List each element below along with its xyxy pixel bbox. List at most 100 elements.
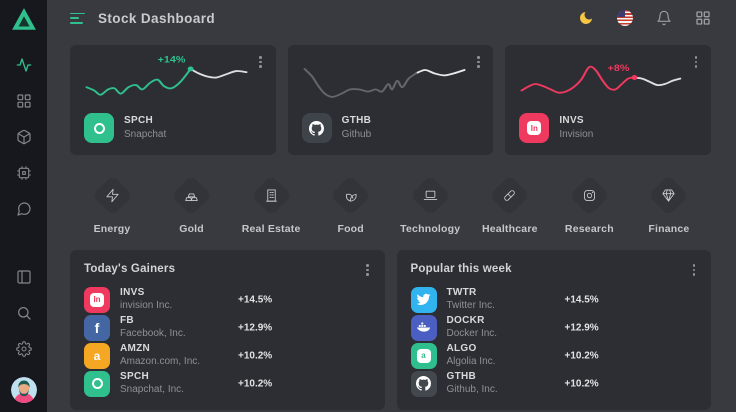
category-item-energy[interactable]: Energy (80, 174, 144, 235)
panel-title: Today's Gainers (84, 263, 176, 275)
user-avatar[interactable] (10, 377, 37, 403)
healthcare-icon (489, 174, 531, 217)
stock-company: invision Inc. (120, 300, 173, 311)
stock-ticker: AMZN (120, 342, 151, 354)
category-label: Finance (648, 223, 690, 235)
category-item-technology[interactable]: Technology (398, 174, 462, 235)
stock-ticker: INVS (120, 286, 145, 298)
sidebar-item-layout[interactable] (16, 269, 32, 285)
stock-logo-icon (410, 314, 437, 341)
sparkline-chart: +14% (85, 56, 248, 96)
category-label: Healthcare (481, 223, 538, 235)
stock-change: +12.9% (564, 322, 599, 333)
category-label: Research (564, 223, 614, 235)
real-estate-icon (250, 174, 292, 217)
stock-card[interactable]: GTHB Github (287, 45, 494, 155)
amazon-icon: a (93, 348, 101, 363)
sidebar-item-activity[interactable] (16, 57, 32, 73)
stock-card[interactable]: +14% SPCH Snapchat (70, 45, 276, 155)
snapchat-ring-icon (91, 378, 103, 389)
sidebar-item-settings[interactable] (15, 341, 32, 357)
finance-icon (648, 174, 690, 217)
brand-triangle-logo[interactable] (11, 7, 37, 31)
stock-list-item[interactable]: GTHB Github, Inc. +10.2% (410, 370, 698, 397)
stock-cards-row: +14% SPCH Snapchat GTHB Github +8% In IN… (70, 45, 712, 155)
stock-change: +10.2% (238, 378, 273, 389)
notifications-bell-icon[interactable] (656, 10, 672, 26)
stock-ticker: SPCH (124, 115, 153, 126)
stock-logo-icon (410, 286, 437, 313)
panels-row: Today's Gainers In INVS invision Inc. +1… (70, 250, 711, 410)
sidebar-item-devices[interactable] (16, 165, 32, 181)
search-icon (17, 307, 31, 320)
sparkline-chart (303, 68, 466, 98)
stock-logo-icon: In (519, 113, 550, 143)
category-item-real-estate[interactable]: Real Estate (239, 174, 303, 235)
stock-change: +10.2% (564, 350, 599, 361)
stock-company: Snapchat, Inc. (120, 384, 184, 395)
gear-icon (15, 341, 32, 357)
stock-logo-icon: f (84, 314, 110, 341)
sidebar-item-packages[interactable] (16, 129, 32, 145)
stock-company: Invision (559, 128, 594, 140)
language-flag-us-icon[interactable] (617, 10, 633, 26)
research-icon (568, 174, 610, 217)
category-item-research[interactable]: Research (557, 174, 621, 235)
menu-hamburger-icon[interactable] (70, 12, 85, 24)
stock-logo-icon: a (410, 342, 437, 369)
stock-change: +10.2% (564, 378, 599, 389)
page-title: Stock Dashboard (98, 10, 216, 26)
category-item-gold[interactable]: Gold (160, 174, 224, 235)
stock-ticker: SPCH (120, 370, 149, 382)
stock-logo-icon (84, 370, 110, 397)
sidebar-item-messages[interactable] (16, 201, 32, 217)
chip-icon (16, 166, 31, 180)
stock-company: Facebook, Inc. (120, 328, 186, 339)
stock-card[interactable]: +8% In INVS Invision (505, 45, 712, 155)
category-item-healthcare[interactable]: Healthcare (478, 174, 542, 235)
panel: Today's Gainers In INVS invision Inc. +1… (70, 250, 385, 410)
category-item-finance[interactable]: Finance (637, 174, 701, 235)
sidebar-item-dashboard[interactable] (16, 93, 32, 109)
category-row: Energy Gold Real Estate Food Technology … (70, 174, 711, 235)
main-area: Stock Dashboard +14% SPCH (47, 0, 736, 412)
stock-list-item[interactable]: f FB Facebook, Inc. +12.9% (84, 314, 371, 341)
stock-list-item[interactable]: TWTR Twitter Inc. +14.5% (410, 286, 698, 313)
facebook-icon: f (94, 319, 100, 336)
kebab-menu-icon[interactable] (363, 262, 373, 278)
top-header: Stock Dashboard (47, 0, 736, 36)
stock-list: TWTR Twitter Inc. +14.5% DOCKR Docker In… (410, 286, 698, 397)
kebab-menu-icon[interactable] (691, 54, 701, 70)
stock-list-item[interactable]: In INVS invision Inc. +14.5% (84, 286, 371, 313)
panel-columns-icon (16, 270, 31, 284)
content: +14% SPCH Snapchat GTHB Github +8% In IN… (47, 36, 736, 410)
kebab-menu-icon[interactable] (473, 54, 483, 70)
algolia-icon: a (416, 348, 431, 363)
kebab-menu-icon[interactable] (256, 54, 266, 70)
apps-grid-icon[interactable] (695, 10, 711, 26)
sparkline-change-label: +8% (608, 64, 630, 74)
stock-ticker: GTHB (341, 115, 372, 126)
github-icon (309, 120, 325, 136)
stock-list-item[interactable]: SPCH Snapchat, Inc. +10.2% (84, 370, 371, 397)
invision-icon: In (90, 292, 104, 307)
stock-ticker: DOCKR (446, 314, 485, 326)
stock-logo-icon: In (84, 286, 110, 313)
stock-company: Twitter Inc. (446, 300, 495, 311)
stock-change: +14.5% (238, 294, 273, 305)
sidebar-item-search[interactable] (16, 305, 32, 321)
food-icon (330, 174, 372, 217)
panel: Popular this week TWTR Twitter Inc. +14.… (396, 250, 711, 410)
stock-ticker: GTHB (446, 370, 477, 382)
stock-list-item[interactable]: a ALGO Algolia Inc. +10.2% (410, 342, 698, 369)
kebab-menu-icon[interactable] (689, 262, 699, 278)
stock-list-item[interactable]: DOCKR Docker Inc. +12.9% (410, 314, 698, 341)
stock-list-item[interactable]: a AMZN Amazon.com, Inc. +10.2% (84, 342, 371, 369)
stock-ticker: FB (120, 314, 134, 326)
category-item-food[interactable]: Food (319, 174, 383, 235)
stock-logo-icon: a (84, 342, 110, 369)
sidebar (0, 0, 47, 412)
dark-mode-moon-icon[interactable] (578, 10, 594, 26)
category-label: Energy (93, 223, 131, 235)
